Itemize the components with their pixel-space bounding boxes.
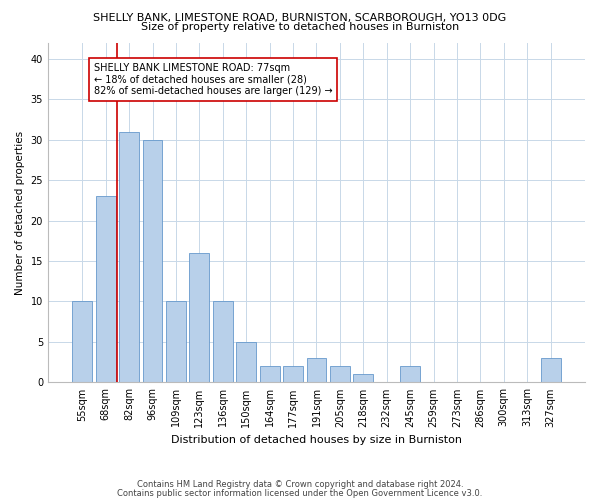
- Bar: [96, 196, 116, 382]
- Bar: [283, 366, 303, 382]
- Bar: [166, 302, 186, 382]
- Bar: [143, 140, 163, 382]
- X-axis label: Distribution of detached houses by size in Burniston: Distribution of detached houses by size …: [171, 435, 462, 445]
- Bar: [260, 366, 280, 382]
- Bar: [213, 302, 233, 382]
- Bar: [330, 366, 350, 382]
- Bar: [541, 358, 560, 382]
- Text: SHELLY BANK, LIMESTONE ROAD, BURNISTON, SCARBOROUGH, YO13 0DG: SHELLY BANK, LIMESTONE ROAD, BURNISTON, …: [94, 12, 506, 22]
- Bar: [307, 358, 326, 382]
- Bar: [400, 366, 420, 382]
- Bar: [353, 374, 373, 382]
- Bar: [119, 132, 139, 382]
- Bar: [73, 302, 92, 382]
- Y-axis label: Number of detached properties: Number of detached properties: [15, 130, 25, 294]
- Bar: [190, 253, 209, 382]
- Text: Contains HM Land Registry data © Crown copyright and database right 2024.: Contains HM Land Registry data © Crown c…: [137, 480, 463, 489]
- Bar: [236, 342, 256, 382]
- Text: Size of property relative to detached houses in Burniston: Size of property relative to detached ho…: [141, 22, 459, 32]
- Text: SHELLY BANK LIMESTONE ROAD: 77sqm
← 18% of detached houses are smaller (28)
82% : SHELLY BANK LIMESTONE ROAD: 77sqm ← 18% …: [94, 62, 332, 96]
- Text: Contains public sector information licensed under the Open Government Licence v3: Contains public sector information licen…: [118, 489, 482, 498]
